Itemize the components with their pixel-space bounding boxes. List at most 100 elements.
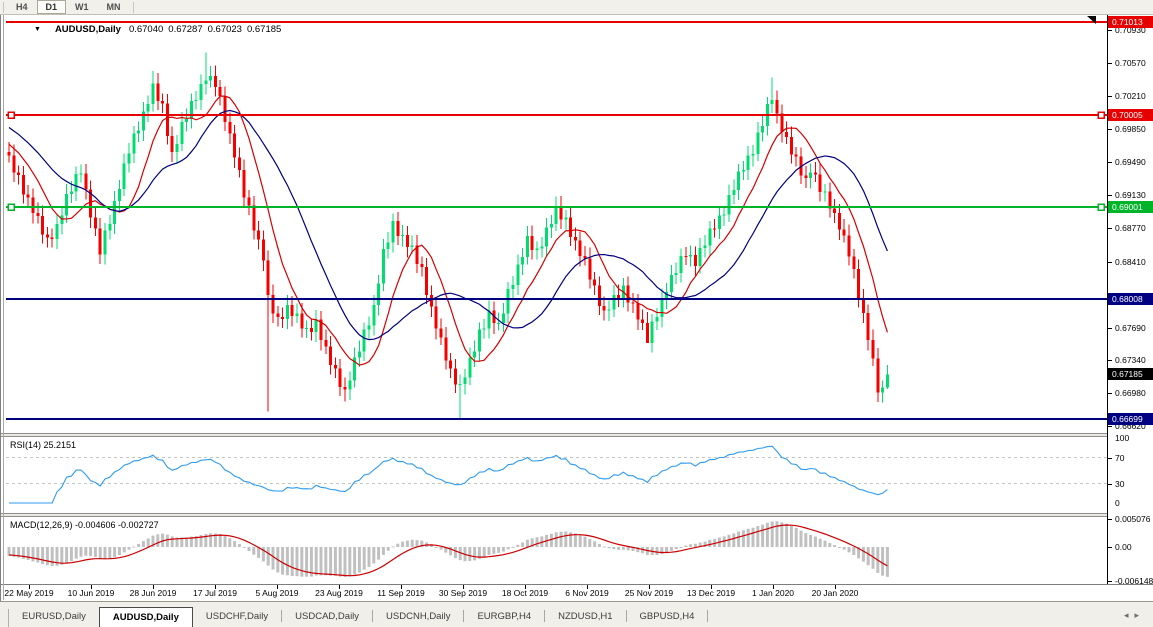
date-label: 25 Nov 2019	[624, 588, 674, 598]
macd-scale-label: 0.005076	[1115, 514, 1151, 524]
time-axis-tick	[91, 585, 92, 589]
axis-tick	[1108, 519, 1112, 520]
price-badge: 0.71013	[1108, 16, 1153, 28]
panel-separator[interactable]	[1, 513, 1153, 517]
timeframe-button-d1[interactable]: D1	[36, 0, 67, 14]
time-axis-tick	[649, 585, 650, 589]
chart-symbol-label: AUDUSD,Daily	[54, 24, 121, 35]
axis-tick	[1108, 262, 1112, 263]
macd-histogram	[7, 521, 889, 577]
price-axis[interactable]: 0.70930 0.70570 0.70210 0.69850 0.69490 0.691…	[1108, 15, 1153, 599]
axis-tick	[1108, 30, 1112, 31]
ohlc-open: 0.67040	[128, 24, 164, 35]
chart-window: ▼ AUDUSD,Daily 0.67040 0.67287 0.67023 0.6718…	[0, 15, 1153, 601]
tab-separator	[463, 610, 465, 622]
macd-signal-line	[8, 524, 888, 577]
timeframe-button-mn[interactable]: MN	[106, 2, 121, 12]
axis-tick	[1108, 129, 1112, 130]
tab-separator	[625, 610, 627, 622]
date-label: 23 Aug 2019	[315, 588, 363, 598]
price-tick-label: 0.68410	[1115, 257, 1146, 267]
date-label: 18 Oct 2019	[501, 588, 549, 598]
price-chart-canvas[interactable]	[6, 15, 1107, 433]
rsi-indicator-label: RSI(14) 25.2151	[10, 440, 77, 450]
time-axis-tick	[463, 585, 464, 589]
price-badge: 0.70005	[1108, 109, 1153, 121]
rsi-scale-label: 70	[1115, 453, 1125, 463]
line-handle[interactable]	[1097, 203, 1105, 211]
price-tick-label: 0.66980	[1115, 388, 1146, 398]
axis-tick	[1108, 458, 1112, 459]
panel-separator[interactable]	[1, 433, 1153, 437]
axis-tick	[1108, 547, 1112, 548]
tab-nzdusd-h1[interactable]: NZDUSD,H1	[558, 611, 613, 622]
date-label: 11 Sep 2019	[377, 588, 425, 598]
candles	[7, 52, 889, 419]
macd-indicator-label: MACD(12,26,9) -0.004606 -0.002727	[10, 520, 159, 530]
timeframe-button-h4[interactable]: H4	[16, 2, 28, 12]
price-tick-label: 0.69490	[1115, 157, 1146, 167]
tab-eurusd-daily[interactable]: EURUSD,Daily	[22, 611, 86, 622]
date-label: 1 Jan 2020	[751, 588, 795, 598]
price-tick-label: 0.66620	[1115, 421, 1146, 431]
time-axis-tick	[773, 585, 774, 589]
date-label: 17 Jul 2019	[193, 588, 237, 598]
date-label: 30 Sep 2019	[438, 588, 488, 598]
price-tick-label: 0.70570	[1115, 58, 1146, 68]
tab-scroll-left-icon[interactable]: ◂	[1123, 610, 1135, 620]
date-label: 28 Jun 2019	[129, 588, 177, 598]
tab-bar-edge	[8, 609, 9, 627]
tab-usdcnh-daily[interactable]: USDCNH,Daily	[386, 611, 451, 622]
macd-scale-label: -0.006148	[1115, 576, 1153, 586]
axis-tick	[1108, 426, 1112, 427]
price-tick-label: 0.67690	[1115, 323, 1146, 333]
time-axis-tick	[339, 585, 340, 589]
tab-usdcad-daily[interactable]: USDCAD,Daily	[295, 611, 360, 622]
line-handle[interactable]	[7, 111, 15, 119]
tab-gbpusd-h4[interactable]: GBPUSD,H4	[639, 611, 695, 622]
chart-dropdown-icon[interactable]: ▼	[34, 26, 41, 33]
axis-tick	[1108, 195, 1112, 196]
axis-tick	[1108, 360, 1112, 361]
ohlc-low: 0.67023	[207, 24, 242, 35]
tab-eurgbp-h4[interactable]: EURGBP,H4	[477, 611, 532, 622]
price-badge: 0.66699	[1108, 413, 1153, 425]
ohlc-close: 0.67185	[246, 24, 282, 35]
line-handle[interactable]	[7, 203, 15, 211]
time-axis-tick	[587, 585, 588, 589]
toolbar-separator	[132, 1, 134, 13]
macd-scale-label: 0.00	[1115, 542, 1132, 552]
window-left-edge	[3, 15, 4, 600]
axis-tick	[1108, 96, 1112, 97]
ma-slow-line[interactable]	[8, 109, 888, 341]
date-label: 13 Dec 2019	[686, 588, 736, 598]
timeframe-button-w1[interactable]: W1	[75, 2, 89, 12]
price-badge: 0.67185	[1108, 368, 1153, 380]
price-tick-label: 0.70930	[1115, 25, 1146, 35]
line-handle[interactable]	[1097, 111, 1105, 119]
tab-audusd-daily[interactable]: AUDUSD,Daily	[98, 607, 193, 627]
tab-separator	[707, 610, 709, 622]
price-axis-border	[1107, 15, 1108, 599]
macd-indicator-canvas[interactable]	[6, 517, 1107, 583]
axis-tick	[1108, 228, 1112, 229]
time-axis-tick	[29, 585, 30, 589]
tab-scroll-arrows: ◂▸	[1124, 610, 1145, 621]
time-axis-tick	[277, 585, 278, 589]
time-axis-tick	[153, 585, 154, 589]
time-axis[interactable]: 22 May 2019 10 Jun 2019 28 Jun 2019 17 Jul …	[1, 584, 1153, 601]
tab-scroll-right-icon[interactable]: ▸	[1134, 610, 1145, 620]
axis-tick	[1108, 581, 1112, 582]
scroll-to-end-icon[interactable]	[1087, 16, 1096, 24]
price-tick-label: 0.70210	[1115, 91, 1146, 101]
ma-fast-line[interactable]	[8, 95, 888, 366]
date-label: 22 May 2019	[4, 588, 54, 598]
chart-tab-bar: EURUSD,Daily AUDUSD,Daily USDCHF,Daily USDC…	[0, 601, 1153, 627]
tab-usdchf-daily[interactable]: USDCHF,Daily	[205, 611, 269, 622]
rsi-indicator-canvas[interactable]	[6, 437, 1107, 513]
time-axis-tick	[215, 585, 216, 589]
time-axis-tick	[525, 585, 526, 589]
date-label: 6 Nov 2019	[565, 588, 609, 598]
chart-title-bar: ▼ AUDUSD,Daily 0.67040 0.67287 0.67023 0.6718…	[34, 24, 286, 35]
ohlc-high: 0.67287	[168, 24, 203, 35]
